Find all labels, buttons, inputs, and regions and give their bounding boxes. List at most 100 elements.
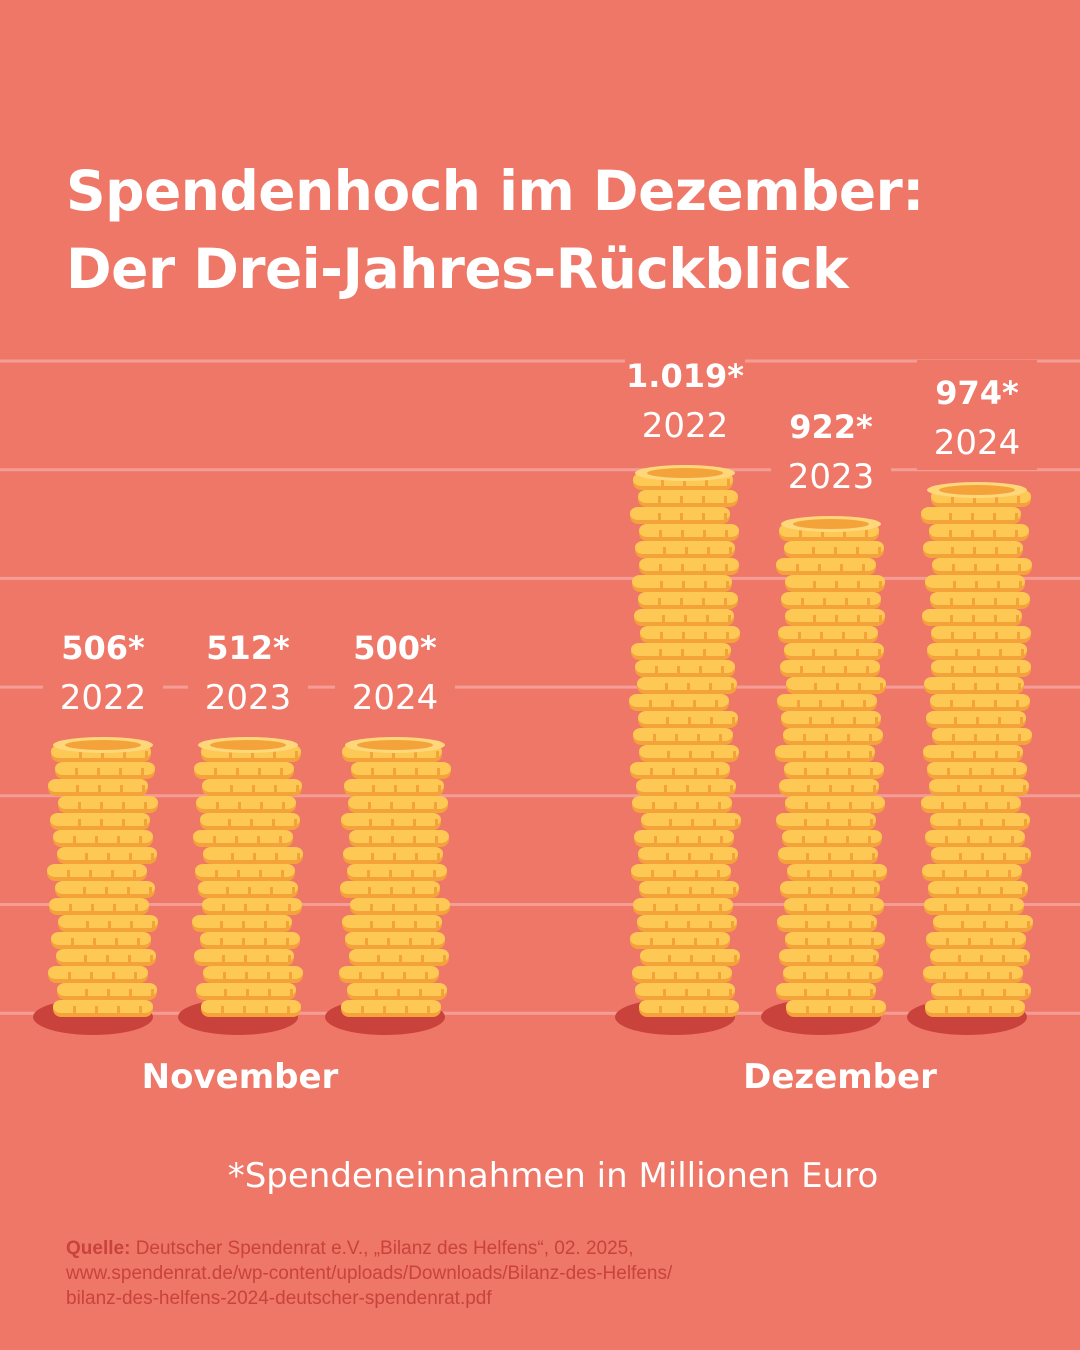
coin-notch (83, 887, 86, 894)
coin-notch (994, 700, 997, 707)
coin-notch (682, 632, 685, 639)
coin-notch (248, 887, 251, 894)
coin-notch (801, 598, 804, 605)
coin-notch (825, 972, 828, 979)
year-label: 2024 (934, 423, 1021, 463)
coin-notch (703, 1006, 706, 1013)
coin (339, 966, 439, 979)
coin-notch (688, 717, 691, 724)
coin-notch (680, 513, 683, 520)
coin (631, 864, 731, 877)
coin-notch (370, 751, 373, 758)
coin-notch (829, 955, 832, 962)
coin-notch (848, 989, 851, 996)
coin-notch (150, 955, 153, 962)
coin-notch (231, 853, 234, 860)
coin-notch (704, 581, 707, 588)
source-line-2[interactable]: www.spendenrat.de/wp-content/uploads/Dow… (66, 1263, 673, 1284)
coin-notch (869, 972, 872, 979)
coin-notch (973, 547, 976, 554)
coin-notch (955, 649, 958, 656)
coin-notch (959, 853, 962, 860)
coin-notch (827, 921, 830, 928)
coin-notch (710, 853, 713, 860)
coin-notch (827, 802, 830, 809)
coin-notch (151, 989, 154, 996)
coin-notch (835, 615, 838, 622)
coin-notch (1017, 632, 1020, 639)
coin-notch (951, 547, 954, 554)
coin-notch (663, 989, 666, 996)
coin (633, 728, 733, 741)
coin-notch (681, 564, 684, 571)
coin-notch (973, 496, 976, 503)
coin-notch (222, 904, 225, 911)
coin (782, 830, 882, 843)
coin-notch (973, 751, 976, 758)
coin (634, 830, 734, 843)
coin-notch (69, 904, 72, 911)
coin (783, 966, 883, 979)
coin-notch (826, 989, 829, 996)
coin-notch (869, 751, 872, 758)
coin-notch (734, 955, 737, 962)
coin-top-inner (647, 468, 723, 478)
coin-notch (798, 632, 801, 639)
year-label: 2024 (352, 678, 439, 718)
coin-notch (974, 683, 977, 690)
coin-notch (665, 921, 668, 928)
coin-notch (290, 989, 293, 996)
coin-notch (412, 802, 415, 809)
coin-notch (998, 717, 1001, 724)
coin-notch (963, 802, 966, 809)
coin-notch (976, 717, 979, 724)
coin-notch (115, 938, 118, 945)
coin-notch (874, 887, 877, 894)
coin-notch (215, 870, 218, 877)
coin-notch (270, 887, 273, 894)
coin-notch (803, 734, 806, 741)
coin-notch (971, 530, 974, 537)
coin-notch (371, 853, 374, 860)
coin-notch (413, 836, 416, 843)
coin-notch (85, 989, 88, 996)
coin-notch (871, 802, 874, 809)
coin-notch (95, 1006, 98, 1013)
coin-notch (690, 955, 693, 962)
coin (776, 558, 876, 571)
coin-notch (415, 853, 418, 860)
coin-notch (113, 904, 116, 911)
coin-notch (871, 921, 874, 928)
coin-notch (649, 700, 652, 707)
coin-notch (242, 921, 245, 928)
coin-notch (130, 921, 133, 928)
coin-notch (697, 904, 700, 911)
coin-notch (849, 921, 852, 928)
coin-notch (732, 717, 735, 724)
coin-notch (996, 683, 999, 690)
coin-notch (412, 887, 415, 894)
coin-notch (710, 717, 713, 724)
coin-notch (869, 734, 872, 741)
coin (638, 592, 738, 605)
coin-notch (879, 581, 882, 588)
coin (194, 762, 294, 775)
coin-notch (651, 870, 654, 877)
coin-notch (230, 785, 233, 792)
coin-notch (703, 530, 706, 537)
coin-notch (1027, 921, 1030, 928)
coin-notch (862, 564, 865, 571)
coin-notch (681, 530, 684, 537)
coin-notch (857, 581, 860, 588)
coin-notch (718, 972, 721, 979)
coin-notch (945, 836, 948, 843)
source-line-3[interactable]: bilanz-des-helfens-2024-deutscher-spende… (66, 1288, 492, 1309)
coin-notch (223, 972, 226, 979)
coin (639, 524, 739, 537)
coin-notch (652, 972, 655, 979)
coin-notch (95, 836, 98, 843)
coin-notch (675, 734, 678, 741)
coin-notch (1018, 734, 1021, 741)
coin-notch (731, 683, 734, 690)
coin-notch (369, 836, 372, 843)
